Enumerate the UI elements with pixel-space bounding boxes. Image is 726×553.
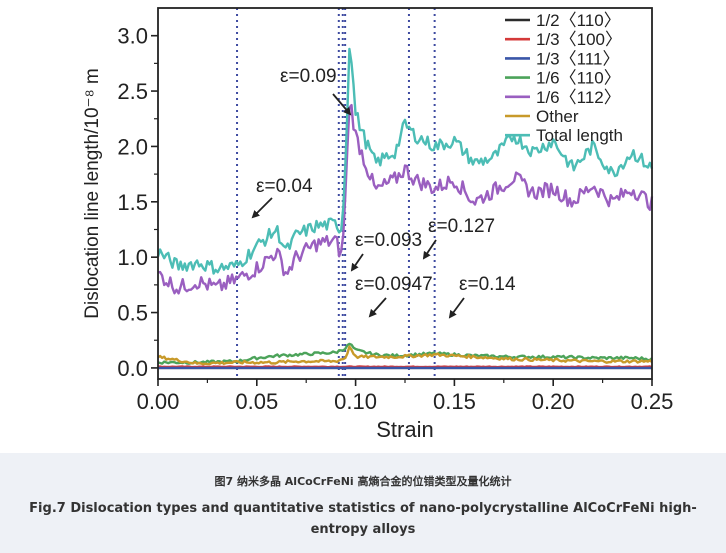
legend-label: Other xyxy=(536,107,579,126)
y-tick-label: 3.0 xyxy=(117,24,148,49)
x-tick-label: 0.05 xyxy=(235,389,278,414)
y-tick-label: 1.0 xyxy=(117,245,148,270)
y-tick-label: 2.5 xyxy=(117,79,148,104)
legend-label: Total length xyxy=(536,126,623,145)
annotation-label: ε=0.09 xyxy=(280,66,337,87)
legend: 1/2〈110〉1/3〈100〉1/3〈111〉1/6〈110〉1/6〈112〉… xyxy=(505,11,623,145)
annotation-arrow xyxy=(251,197,273,219)
series-line xyxy=(157,345,653,366)
y-axis-label: Dislocation line length/10⁻⁸ m xyxy=(82,68,103,318)
figure-caption: 图7 纳米多晶 AlCoCrFeNi 高熵合金的位错类型及量化统计 Fig.7 … xyxy=(0,453,726,553)
dislocation-chart: 0.00 0.05 0.10 0.15 0.20 0.25 0.0 0.5 1.0 1.5 2.0 2… xyxy=(82,7,673,442)
y-tick-label: 0.5 xyxy=(117,301,148,326)
annotations: ε=0.09 ε=0.04 ε=0.093 ε=0.127 ε=0.0947 ε=0.14 xyxy=(251,66,516,319)
y-tick-label: 1.5 xyxy=(117,190,148,215)
annotation-label: ε=0.093 xyxy=(355,230,422,251)
x-tick-label: 0.20 xyxy=(532,389,575,414)
y-tick-label: 0.0 xyxy=(117,356,148,381)
series-line xyxy=(156,47,654,275)
annotation-arrow xyxy=(332,93,352,116)
legend-label: 1/2〈110〉 xyxy=(536,11,621,30)
annotation-arrow xyxy=(350,253,364,272)
annotation-label: ε=0.04 xyxy=(256,176,313,197)
annotation-label: ε=0.14 xyxy=(459,274,516,295)
series-lines xyxy=(156,47,654,370)
legend-label: 1/3〈100〉 xyxy=(536,30,622,49)
y-tick-label: 2.0 xyxy=(117,134,148,159)
strain-marker-lines xyxy=(236,8,436,379)
annotation-label: ε=0.0947 xyxy=(355,274,433,295)
axis-ticks: 0.00 0.05 0.10 0.15 0.20 0.25 0.0 0.5 1.0 1.5 2.0 2… xyxy=(117,24,673,414)
annotation-arrow xyxy=(368,297,387,318)
x-tick-label: 0.25 xyxy=(631,389,674,414)
x-tick-label: 0.15 xyxy=(433,389,476,414)
annotation-label: ε=0.127 xyxy=(428,216,495,237)
annotation-arrow xyxy=(422,239,437,260)
legend-label: 1/6〈112〉 xyxy=(536,88,621,107)
caption-english: Fig.7 Dislocation types and quantitative… xyxy=(29,501,697,537)
x-axis-label: Strain xyxy=(376,417,433,442)
legend-label: 1/6〈110〉 xyxy=(536,69,621,88)
series-line xyxy=(157,103,654,295)
caption-chinese: 图7 纳米多晶 AlCoCrFeNi 高熵合金的位错类型及量化统计 xyxy=(214,475,512,488)
x-tick-label: 0.10 xyxy=(334,389,377,414)
x-tick-label: 0.00 xyxy=(137,389,180,414)
annotation-arrow xyxy=(448,297,465,319)
legend-label: 1/3〈111〉 xyxy=(536,49,619,68)
